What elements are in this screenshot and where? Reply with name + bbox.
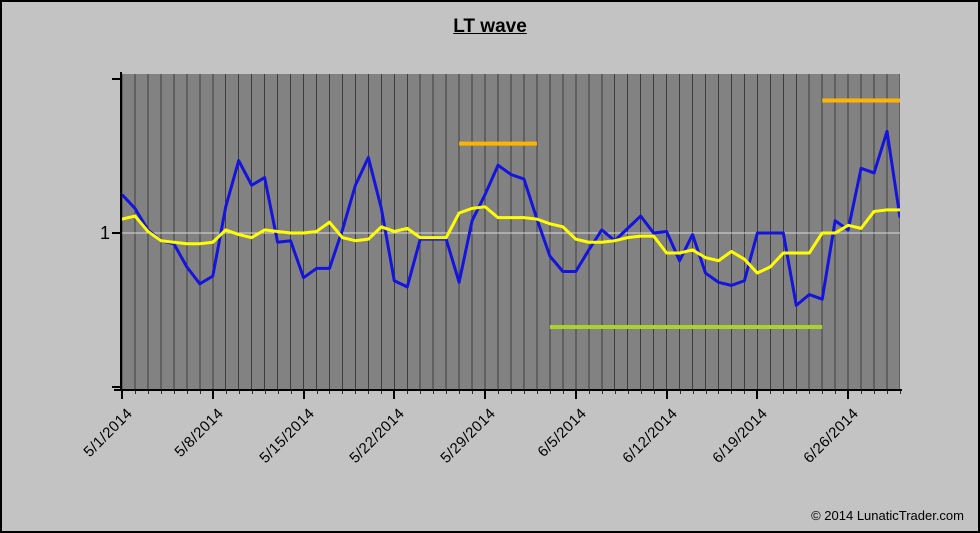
- x-axis-label: 5/1/2014: [80, 405, 137, 461]
- x-axis-minor-tick: [290, 391, 292, 394]
- x-axis-minor-tick: [679, 391, 681, 394]
- x-axis-label: 5/15/2014: [255, 405, 318, 467]
- x-axis-minor-tick: [134, 391, 136, 394]
- x-axis-line: [114, 389, 902, 391]
- x-axis-major-tick: [847, 391, 850, 399]
- x-axis-minor-tick: [355, 391, 357, 394]
- x-axis-minor-tick: [588, 391, 590, 394]
- x-axis-minor-tick: [744, 391, 746, 394]
- x-axis-minor-tick: [783, 391, 785, 394]
- x-axis-label: 6/26/2014: [800, 405, 863, 467]
- x-axis-minor-tick: [446, 391, 448, 394]
- x-axis-major-tick: [756, 391, 759, 399]
- x-axis-label: 5/8/2014: [171, 405, 227, 461]
- x-axis-major-tick: [302, 391, 305, 399]
- x-axis-major-tick: [484, 391, 487, 399]
- x-axis-label: 6/5/2014: [534, 405, 590, 461]
- x-axis-minor-tick: [238, 391, 240, 394]
- x-axis-major-tick: [665, 391, 668, 399]
- x-axis-minor-tick: [316, 391, 318, 394]
- x-axis-minor-tick: [381, 391, 383, 394]
- x-axis-major-tick: [393, 391, 396, 399]
- x-axis-minor-tick: [277, 391, 279, 394]
- x-axis-label: 6/12/2014: [618, 405, 681, 467]
- chart-title: LT wave: [453, 16, 527, 37]
- x-axis-minor-tick: [809, 391, 811, 394]
- x-axis-minor-tick: [264, 391, 266, 394]
- x-axis-minor-tick: [731, 391, 733, 394]
- x-axis-minor-tick: [718, 391, 720, 394]
- x-axis-minor-tick: [407, 391, 409, 394]
- x-axis-minor-tick: [536, 391, 538, 394]
- x-axis-minor-tick: [822, 391, 824, 394]
- x-axis-minor-tick: [705, 391, 707, 394]
- x-axis-major-tick: [121, 391, 123, 399]
- x-axis-minor-tick: [523, 391, 525, 394]
- x-axis-label: 5/22/2014: [346, 405, 409, 467]
- x-axis-minor-tick: [342, 391, 344, 394]
- x-axis-minor-tick: [640, 391, 642, 394]
- x-axis-minor-tick: [368, 391, 370, 394]
- x-axis-label: 6/19/2014: [709, 405, 772, 467]
- x-axis-minor-tick: [433, 391, 435, 394]
- x-axis-minor-tick: [692, 391, 694, 394]
- y-axis-tick-label: 1: [99, 223, 110, 243]
- x-axis-label: 5/29/2014: [437, 405, 500, 467]
- x-axis-minor-tick: [498, 391, 500, 394]
- x-axis-minor-tick: [887, 391, 889, 394]
- x-axis-minor-tick: [627, 391, 629, 394]
- x-axis-minor-tick: [653, 391, 655, 394]
- x-axis-minor-tick: [160, 391, 162, 394]
- series-lt-wave-daily: [122, 129, 900, 307]
- y-axis-tick: [112, 386, 120, 388]
- y-axis-tick: [112, 78, 120, 80]
- x-axis-minor-tick: [459, 391, 461, 394]
- x-axis-minor-tick: [562, 391, 564, 394]
- x-axis-major-tick: [574, 391, 577, 399]
- x-axis-minor-tick: [874, 391, 876, 394]
- y-axis-tick: [112, 232, 120, 234]
- x-axis-minor-tick: [835, 391, 837, 394]
- x-axis-minor-tick: [511, 391, 512, 394]
- chart-canvas: [122, 74, 900, 389]
- x-axis-minor-tick: [329, 391, 331, 394]
- series-lt-wave-average: [122, 205, 900, 275]
- x-axis-minor-tick: [614, 391, 616, 394]
- x-axis-minor-tick: [147, 391, 149, 394]
- x-axis-minor-tick: [186, 391, 188, 394]
- x-axis-minor-tick: [796, 391, 798, 394]
- x-axis-minor-tick: [173, 391, 175, 394]
- y-axis-line: [120, 72, 122, 391]
- x-axis-minor-tick: [472, 391, 474, 394]
- x-axis-minor-tick: [861, 391, 863, 394]
- x-axis-minor-tick: [420, 391, 422, 394]
- x-axis-minor-tick: [225, 391, 227, 394]
- copyright-text: © 2014 LunaticTrader.com: [811, 508, 964, 523]
- x-axis-minor-tick: [601, 391, 603, 394]
- x-axis-minor-tick: [199, 391, 201, 394]
- x-axis-major-tick: [211, 391, 214, 399]
- plot-area: [122, 74, 900, 389]
- x-axis-minor-tick: [251, 391, 253, 394]
- x-axis-minor-tick: [770, 391, 772, 394]
- x-axis-minor-tick: [900, 391, 901, 394]
- x-axis-minor-tick: [549, 391, 551, 394]
